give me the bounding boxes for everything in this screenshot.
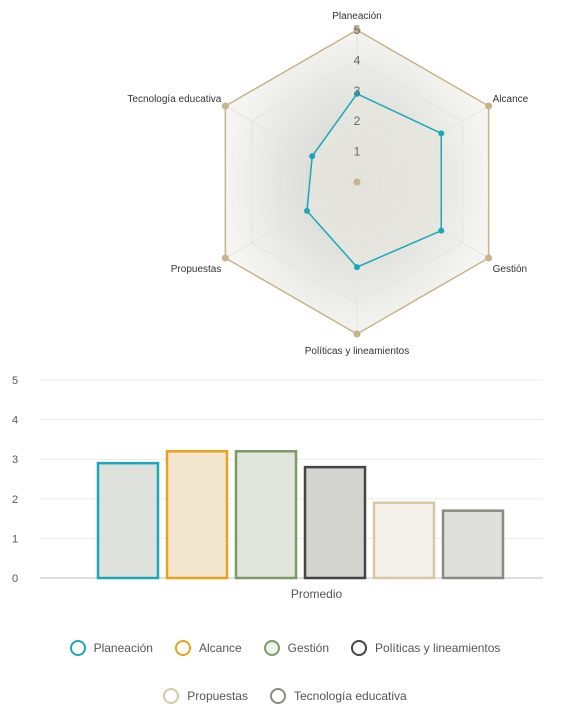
legend-row-1: Planeación Alcance Gestión Políticas y line… bbox=[0, 640, 570, 656]
legend-swatch-icon bbox=[263, 640, 280, 656]
legend-swatch-icon bbox=[269, 688, 286, 704]
radar-center-point bbox=[353, 178, 361, 186]
radar-axis-label: Alcance bbox=[493, 94, 529, 105]
bar[interactable] bbox=[165, 450, 229, 580]
bar-y-tick-label: 0 bbox=[12, 573, 18, 585]
radar-outer-point bbox=[485, 254, 493, 262]
radar-axis-label: Tecnología educativa bbox=[127, 94, 221, 105]
legend-item[interactable]: Propuestas bbox=[163, 688, 248, 704]
radar-outer-point bbox=[221, 102, 229, 110]
legend-label: Gestión bbox=[287, 641, 330, 655]
bar[interactable] bbox=[441, 509, 505, 580]
radar-axis-label: Planeación bbox=[332, 11, 381, 22]
radar-data-point[interactable] bbox=[309, 153, 316, 160]
radar-data-point[interactable] bbox=[354, 264, 360, 271]
radar-outer-point bbox=[221, 254, 229, 262]
radar-data-point[interactable] bbox=[438, 130, 445, 137]
bar-y-tick-label: 4 bbox=[12, 415, 18, 427]
bar-y-tick-label: 3 bbox=[12, 454, 18, 466]
bar-y-tick-label: 5 bbox=[12, 375, 18, 387]
legend-swatch-icon bbox=[174, 640, 191, 656]
radar-data-point[interactable] bbox=[438, 227, 445, 234]
radar-tick-label: 2 bbox=[354, 114, 361, 128]
legend-item[interactable]: Tecnología educativa bbox=[269, 688, 407, 704]
radar-tick-label: 5 bbox=[354, 23, 361, 37]
radar-outer-point bbox=[485, 102, 493, 110]
radar-tick-label: 3 bbox=[354, 84, 361, 98]
legend-swatch-icon bbox=[351, 640, 368, 656]
bar[interactable] bbox=[303, 465, 367, 580]
legend-label: Alcance bbox=[198, 641, 242, 655]
radar-tick-label: 1 bbox=[354, 145, 361, 159]
bar-y-tick-label: 2 bbox=[12, 494, 18, 506]
legend-label: Tecnología educativa bbox=[293, 689, 407, 703]
bar-category-label: Promedio bbox=[291, 587, 343, 601]
legend-item[interactable]: Alcance bbox=[174, 640, 242, 656]
bar[interactable] bbox=[96, 461, 160, 580]
legend-item[interactable]: Políticas y lineamientos bbox=[351, 640, 500, 656]
legend-item[interactable]: Planeación bbox=[69, 640, 153, 656]
legend-label: Planeación bbox=[93, 641, 153, 655]
bar[interactable] bbox=[372, 501, 436, 580]
legend-swatch-icon bbox=[69, 640, 86, 656]
radar-outer-point bbox=[353, 26, 361, 34]
radar-data-point[interactable] bbox=[354, 90, 360, 97]
radar-axis-label: Gestión bbox=[493, 264, 527, 275]
radar-axis-label: Propuestas bbox=[171, 264, 222, 275]
legend-label: Políticas y lineamientos bbox=[375, 641, 501, 655]
legend-label: Propuestas bbox=[187, 689, 248, 703]
bar-chart: 0 1 2 3 4 5 Promedio bbox=[12, 375, 543, 601]
radar-axis-label: Políticas y lineamientos bbox=[305, 346, 410, 357]
bar[interactable] bbox=[234, 450, 298, 580]
legend-swatch-icon bbox=[163, 688, 180, 704]
radar-data-point[interactable] bbox=[303, 207, 310, 214]
bar-y-tick-label: 1 bbox=[12, 533, 18, 545]
legend-row-2: Propuestas Tecnología educativa bbox=[0, 688, 570, 704]
radar-outer-point bbox=[353, 330, 361, 338]
radar-tick-label: 4 bbox=[354, 53, 361, 67]
legend-item[interactable]: Gestión bbox=[263, 640, 330, 656]
